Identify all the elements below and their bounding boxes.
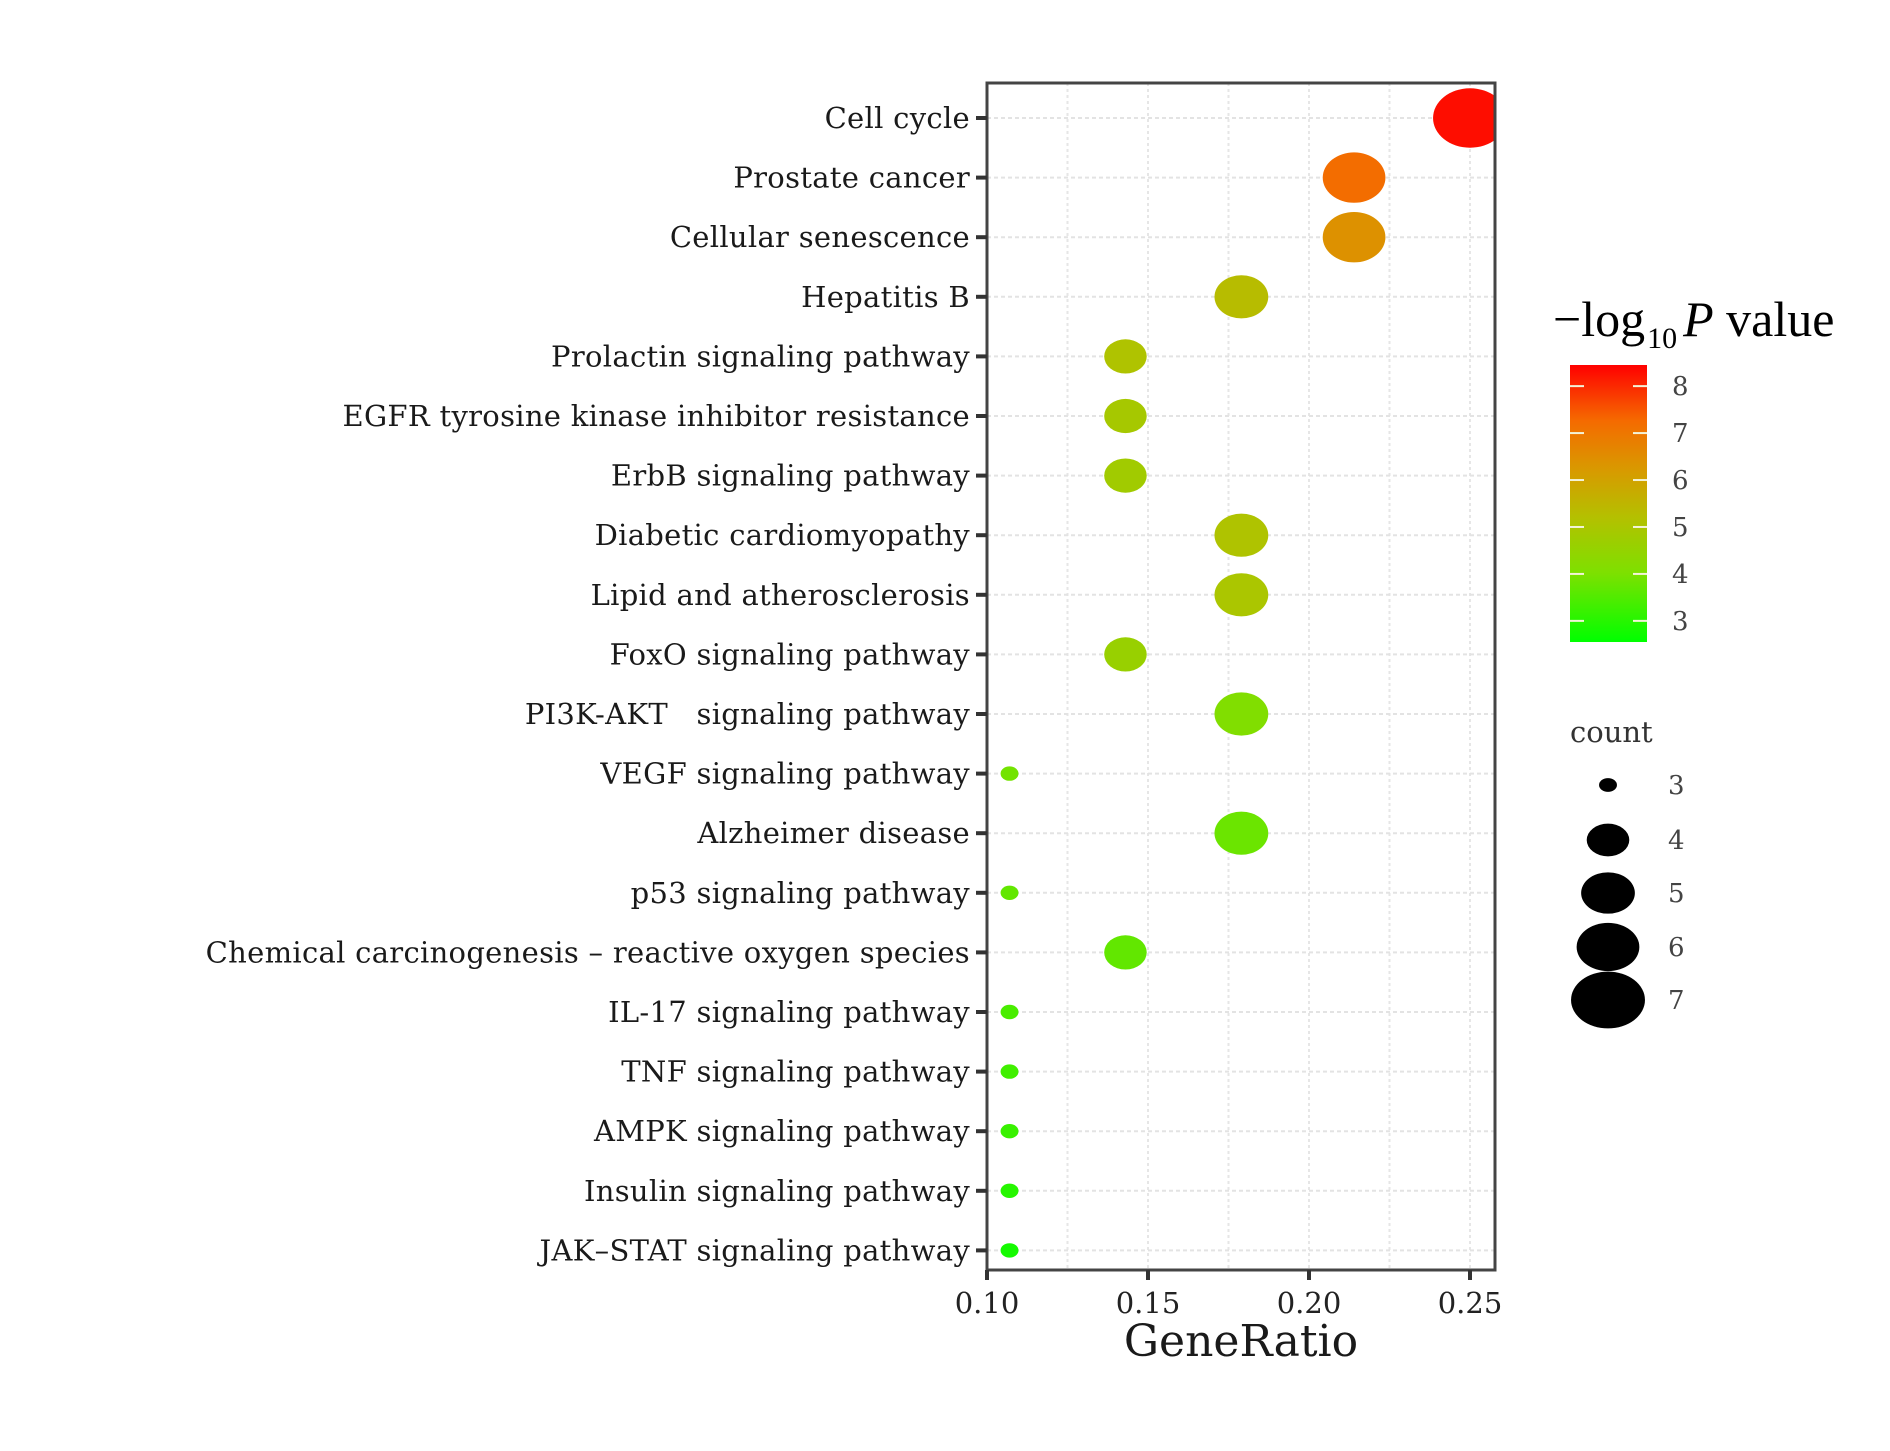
size-legend-dot — [1571, 971, 1645, 1029]
color-legend-title-prefix: −log — [1553, 291, 1645, 347]
y-tick-label: IL-17 signaling pathway — [608, 995, 970, 1029]
y-tick-label: Lipid and atherosclerosis — [591, 578, 970, 612]
color-legend-title-italic: P — [1682, 291, 1714, 347]
y-tick-label: ErbB signaling pathway — [611, 459, 970, 493]
data-point — [1322, 152, 1386, 203]
x-tick-label: 0.20 — [1277, 1286, 1342, 1320]
data-point — [1000, 1004, 1019, 1020]
grid-lines — [986, 83, 1495, 1270]
data-point — [1000, 1183, 1019, 1199]
y-tick-label: Chemical carcinogenesis – reactive oxyge… — [206, 935, 970, 969]
size-legend-dot — [1586, 823, 1630, 857]
data-point — [1104, 398, 1147, 434]
data-point — [1214, 811, 1269, 855]
color-legend-title-suffix: value — [1714, 291, 1835, 347]
y-tick-label: Cellular senescence — [670, 220, 970, 254]
data-point — [1214, 573, 1269, 617]
y-tick-label: p53 signaling pathway — [631, 876, 971, 910]
x-tick-label: 0.25 — [1438, 1286, 1503, 1320]
data-point — [1000, 1064, 1019, 1079]
size-legend-label: 4 — [1668, 826, 1685, 856]
size-legend-dot — [1599, 778, 1617, 792]
colorbar-ticks: 8 7 6 5 4 3 — [1570, 372, 1689, 637]
y-tick-label: Hepatitis B — [801, 280, 970, 314]
data-point — [1000, 1124, 1019, 1139]
size-legend-items: 3 4 5 6 7 — [1571, 771, 1685, 1029]
y-axis: Cell cycle Prostate cancer Cellular senesc… — [206, 101, 987, 1267]
x-axis-title: GeneRatio — [1124, 1316, 1358, 1367]
color-legend: −log10 P value 8 7 6 5 4 3 — [1553, 291, 1834, 642]
data-point — [1000, 1243, 1019, 1258]
y-tick-label: EGFR tyrosine kinase inhibitor resistanc… — [343, 399, 971, 433]
y-tick-label: Insulin signaling pathway — [584, 1174, 970, 1208]
data-point — [1214, 513, 1269, 557]
y-tick-label: Cell cycle — [825, 101, 970, 135]
colorbar — [1570, 365, 1647, 642]
y-tick-label: Prolactin signaling pathway — [551, 339, 970, 373]
y-tick-label: JAK–STAT signaling pathway — [537, 1233, 971, 1267]
size-legend: count 3 4 5 6 7 — [1570, 715, 1685, 1029]
size-legend-dot — [1581, 872, 1635, 914]
data-points — [1000, 88, 1495, 1258]
colorbar-tick-label: 6 — [1672, 466, 1689, 496]
y-tick-label: Prostate cancer — [733, 161, 970, 195]
data-point — [1104, 935, 1147, 970]
data-point — [1214, 275, 1269, 319]
data-point — [1214, 692, 1269, 736]
plot-panel-border — [985, 81, 1497, 1272]
y-tick-label: Alzheimer disease — [696, 816, 970, 850]
x-axis: 0.10 0.15 0.20 0.25 — [955, 1270, 1503, 1320]
color-legend-title-subscript: 10 — [1647, 322, 1677, 355]
y-tick-label: PI3K-AKT signaling pathway — [525, 697, 970, 731]
data-point — [1104, 339, 1147, 374]
color-legend-title: −log10 P value — [1553, 291, 1834, 355]
data-point — [1104, 637, 1147, 672]
size-legend-label: 3 — [1668, 771, 1685, 801]
y-tick-label: TNF signaling pathway — [621, 1055, 970, 1089]
size-legend-label: 6 — [1668, 933, 1685, 963]
y-tick-label: FoxO signaling pathway — [610, 637, 971, 671]
x-tick-label: 0.10 — [955, 1286, 1020, 1320]
data-point — [1000, 766, 1019, 781]
y-tick-label: VEGF signaling pathway — [599, 757, 970, 791]
data-point — [1433, 88, 1495, 148]
colorbar-tick-label: 7 — [1672, 419, 1689, 449]
size-legend-dot — [1576, 922, 1640, 972]
size-legend-label: 5 — [1668, 879, 1685, 909]
y-tick-label: AMPK signaling pathway — [593, 1114, 970, 1148]
y-tick-label: Diabetic cardiomyopathy — [595, 518, 971, 552]
size-legend-label: 7 — [1668, 986, 1685, 1016]
x-tick-label: 0.15 — [1116, 1286, 1181, 1320]
colorbar-tick-label: 5 — [1672, 513, 1689, 543]
colorbar-tick-label: 4 — [1672, 560, 1689, 590]
data-point — [1104, 458, 1147, 493]
colorbar-tick-label: 8 — [1672, 372, 1689, 402]
colorbar-tick-label: 3 — [1672, 607, 1689, 637]
data-point — [1000, 885, 1019, 900]
data-point — [1322, 212, 1386, 263]
size-legend-title: count — [1570, 715, 1653, 749]
